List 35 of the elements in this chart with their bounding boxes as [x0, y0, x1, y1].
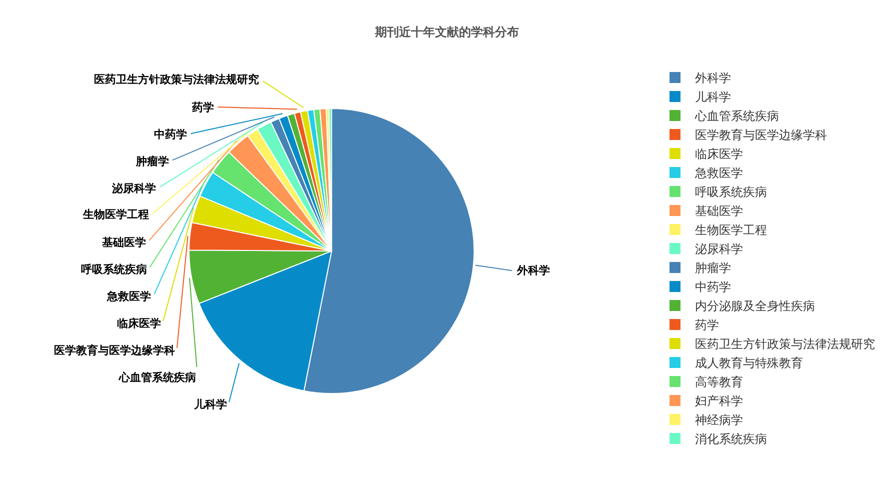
legend-label: 成人教育与特殊教育	[695, 356, 803, 370]
legend-label: 急救医学	[694, 166, 743, 180]
legend-label: 泌尿科学	[695, 242, 743, 256]
legend-label: 内分泌腺及全身性疾病	[695, 299, 815, 314]
data-label: 基础医学	[101, 236, 146, 249]
data-label: 医药卫生方针政策与法律法规研究	[94, 73, 259, 86]
chart-title: 期刊近十年文献的学科分布	[374, 25, 519, 40]
data-label: 外科学	[516, 264, 550, 277]
data-label: 药学	[191, 101, 214, 114]
legend-label: 外科学	[695, 71, 731, 86]
legend-label: 神经病学	[695, 413, 743, 428]
legend-label: 中药学	[695, 280, 731, 294]
legend-label: 儿科学	[695, 90, 731, 104]
data-label: 临床医学	[117, 317, 161, 330]
data-label: 肿瘤学	[135, 155, 169, 168]
legend-label: 心血管系统疾病	[694, 109, 779, 124]
legend-label: 基础医学	[695, 204, 743, 218]
data-label: 儿科学	[193, 398, 227, 411]
legend-label: 妇产科学	[695, 394, 743, 408]
legend-label: 临床医学	[695, 147, 743, 162]
data-label: 呼吸系统疾病	[81, 263, 147, 276]
legend-label: 呼吸系统疾病	[695, 185, 767, 200]
legend-label: 生物医学工程	[695, 223, 767, 238]
data-label: 急救医学	[106, 290, 151, 303]
data-label: 生物医学工程	[82, 208, 149, 221]
data-label: 泌尿科学	[111, 182, 156, 195]
legend-label: 医药卫生方针政策与法律法规研究	[695, 337, 875, 352]
legend-label: 消化系统疾病	[695, 432, 767, 446]
data-label: 中药学	[154, 128, 187, 141]
legend-label: 肿瘤学	[695, 261, 731, 276]
legend-label: 高等教育	[695, 375, 743, 390]
legend-label: 医学教育与医学边缘学科	[695, 128, 827, 142]
data-label: 医学教育与医学边缘学科	[54, 344, 175, 357]
legend-label: 药学	[695, 318, 719, 332]
data-label: 心血管系统疾病	[118, 371, 196, 384]
